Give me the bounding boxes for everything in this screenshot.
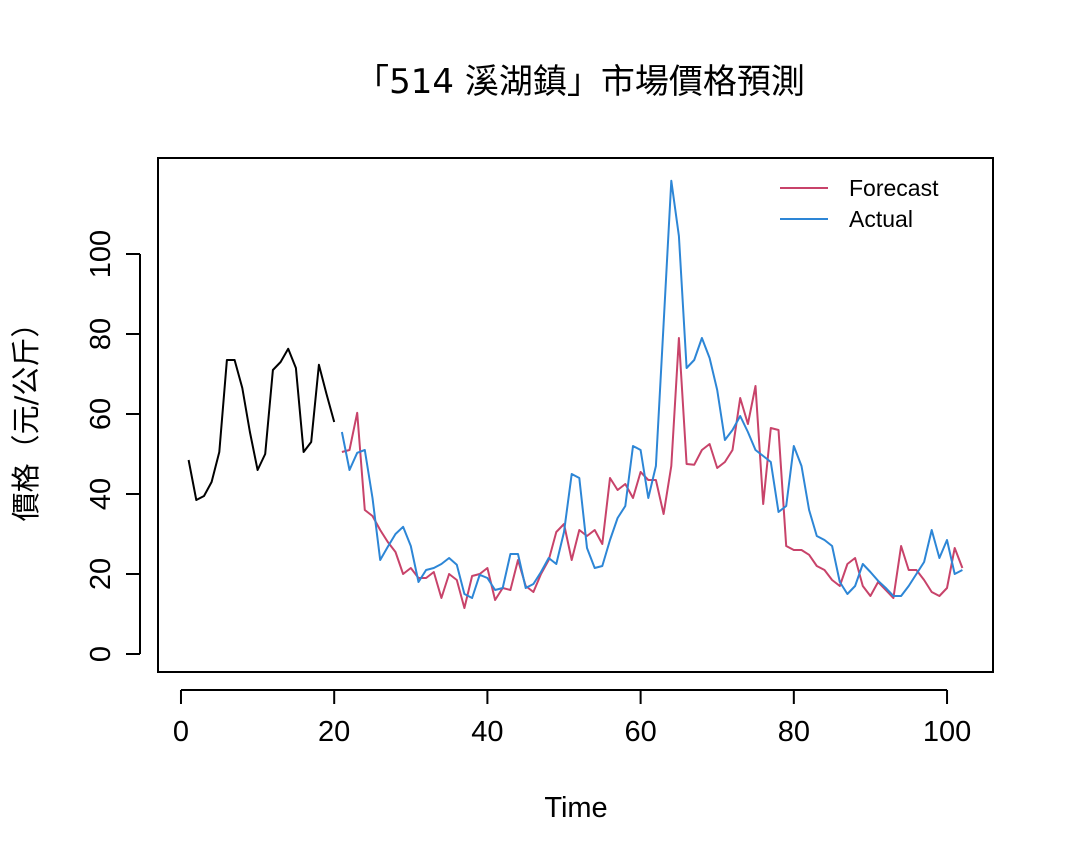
y-tick-label-2: 40 <box>85 478 117 510</box>
x-axis: 0 20 40 60 80 100 <box>173 689 971 748</box>
series-layer <box>187 179 964 609</box>
x-tick-label-3: 60 <box>624 716 656 748</box>
actual-line <box>340 179 963 599</box>
y-tick-label-5: 100 <box>85 230 117 278</box>
history-line <box>187 347 336 501</box>
chart-title: 「514 溪湖鎮」市場價格預測 <box>355 62 805 102</box>
x-axis-label: Time <box>544 792 607 824</box>
legend: Forecast Actual <box>780 175 939 232</box>
y-tick-label-4: 80 <box>85 318 117 350</box>
legend-label-1: Actual <box>849 206 913 232</box>
x-tick-label-1: 20 <box>318 716 350 748</box>
x-tick-label-5: 100 <box>923 716 971 748</box>
x-tick-label-2: 40 <box>471 716 503 748</box>
y-tick-label-0: 0 <box>85 646 117 662</box>
legend-label-0: Forecast <box>849 175 939 201</box>
y-tick-label-1: 20 <box>85 558 117 590</box>
x-tick-label-4: 80 <box>778 716 810 748</box>
x-tick-label-0: 0 <box>173 716 189 748</box>
plot-frame <box>157 157 994 673</box>
y-axis-label: 價格（元/公斤） <box>9 309 43 522</box>
y-tick-label-3: 60 <box>85 398 117 430</box>
y-axis: 0 20 40 60 80 100 <box>85 230 141 662</box>
